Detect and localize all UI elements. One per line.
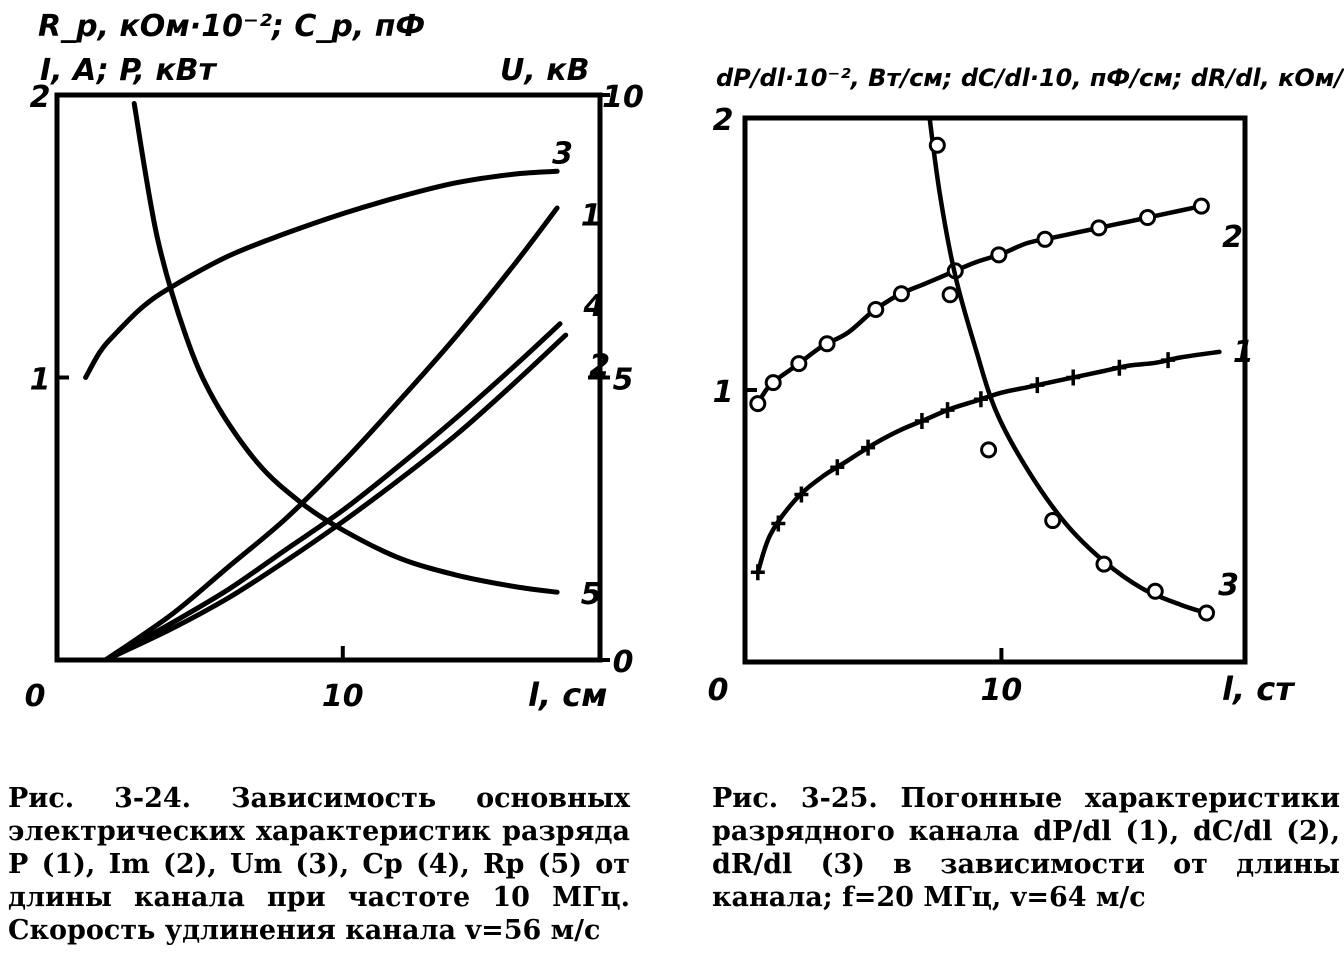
left-series-line-3 bbox=[83, 168, 560, 380]
right-series-2-marker-9 bbox=[1090, 219, 1108, 237]
right-chart-x-axis-label: l, ст bbox=[1222, 670, 1296, 708]
right-series-3-marker-1 bbox=[941, 286, 959, 304]
right-series-1-marker-6 bbox=[940, 402, 955, 419]
right-chart-y-tick-label-1: 1 bbox=[713, 375, 734, 410]
right-series-3-marker-2 bbox=[980, 441, 998, 459]
right-series-1-marker-2 bbox=[794, 486, 809, 503]
left-series-line-5 bbox=[131, 101, 560, 595]
right-chart-x-tick-label-10: 10 bbox=[981, 673, 1023, 708]
left-series-label-4: 4 bbox=[583, 289, 605, 324]
right-y-tick-label-10: 10 bbox=[602, 80, 644, 115]
left-series-label-3: 3 bbox=[552, 137, 573, 172]
left-y-tick-label-1: 1 bbox=[30, 363, 51, 398]
right-series-3-marker-0 bbox=[928, 136, 946, 154]
left-series-line-4 bbox=[103, 321, 563, 663]
right-plot-frame bbox=[742, 115, 1248, 665]
figure-caption-left: Рис. 3-24. Зависимость основных электрич… bbox=[8, 783, 630, 946]
right-series-1-marker-3 bbox=[830, 459, 845, 476]
left-x-tick-label-0: 0 bbox=[25, 679, 46, 714]
left-y-tick-label-2: 2 bbox=[30, 80, 51, 115]
right-series-1-marker-0 bbox=[750, 564, 765, 581]
right-series-2-marker-1 bbox=[764, 374, 782, 392]
right-series-group: 1 2 3 bbox=[749, 115, 1254, 622]
right-series-1-marker-7 bbox=[973, 391, 988, 408]
right-series-2-marker-10 bbox=[1139, 209, 1157, 227]
left-y-axis-label-line1: R_р, кОм·10⁻²; C_р, пФ bbox=[38, 9, 425, 44]
right-series-label-3: 3 bbox=[1218, 568, 1239, 603]
left-x-axis-label: l, см bbox=[528, 676, 607, 714]
left-series-line-2 bbox=[103, 332, 569, 663]
right-chart-y-tick-label-2: 2 bbox=[713, 103, 734, 138]
right-series-2-marker-8 bbox=[1036, 230, 1054, 248]
right-series-2-marker-0 bbox=[749, 395, 767, 413]
right-series-3-marker-4 bbox=[1095, 555, 1113, 573]
left-series-label-2: 2 bbox=[589, 348, 610, 383]
left-series-label-5: 5 bbox=[581, 577, 602, 612]
right-series-2-marker-2 bbox=[790, 355, 808, 373]
right-chart: dP/dl·10⁻², Вт/см; dC/dl·10, пФ/см; dR/d… bbox=[708, 64, 1344, 708]
right-y-tick-label-0: 0 bbox=[613, 645, 634, 680]
left-series-line-1 bbox=[103, 205, 560, 663]
right-y-axis-label: U, кВ bbox=[500, 53, 589, 88]
right-series-1-marker-5 bbox=[914, 413, 929, 430]
right-series-1-marker-1 bbox=[771, 515, 786, 532]
right-series-2-marker-3 bbox=[818, 335, 836, 353]
right-series-1-marker-10 bbox=[1112, 359, 1127, 376]
right-series-3-marker-3 bbox=[1044, 512, 1062, 530]
right-series-2-marker-11 bbox=[1192, 197, 1210, 215]
right-series-3-marker-5 bbox=[1146, 582, 1164, 600]
right-series-1-marker-8 bbox=[1030, 377, 1045, 394]
left-chart: R_р, кОм·10⁻²; C_р, пФ I, A; P, кВт U, к… bbox=[25, 9, 644, 714]
right-series-label-2: 2 bbox=[1222, 220, 1243, 255]
left-series-label-1: 1 bbox=[581, 199, 602, 234]
right-series-line-3 bbox=[927, 115, 1209, 616]
right-series-1-marker-9 bbox=[1066, 369, 1081, 386]
right-series-2-marker-4 bbox=[867, 300, 885, 318]
left-y-axis-label-line2: I, A; P, кВт bbox=[40, 53, 218, 88]
right-series-2-marker-7 bbox=[990, 246, 1008, 264]
figure-caption-right: Рис. 3-25. Погонные характеристики разря… bbox=[712, 783, 1340, 913]
right-series-3-marker-6 bbox=[1198, 604, 1216, 622]
right-y-tick-label-5: 5 bbox=[613, 363, 634, 398]
right-chart-x-tick-label-0: 0 bbox=[708, 673, 729, 708]
right-series-1-marker-4 bbox=[861, 439, 876, 456]
right-chart-y-axis-label: dP/dl·10⁻², Вт/см; dC/dl·10, пФ/см; dR/d… bbox=[716, 64, 1344, 92]
left-series-group: 1 2 3 4 5 bbox=[55, 101, 610, 663]
left-x-tick-label-10: 10 bbox=[322, 679, 364, 714]
right-tick-group: 0 10 1 2 bbox=[708, 103, 1023, 708]
right-series-label-1: 1 bbox=[1233, 335, 1254, 370]
right-series-2-marker-5 bbox=[892, 285, 910, 303]
right-series-1-marker-11 bbox=[1161, 352, 1176, 369]
